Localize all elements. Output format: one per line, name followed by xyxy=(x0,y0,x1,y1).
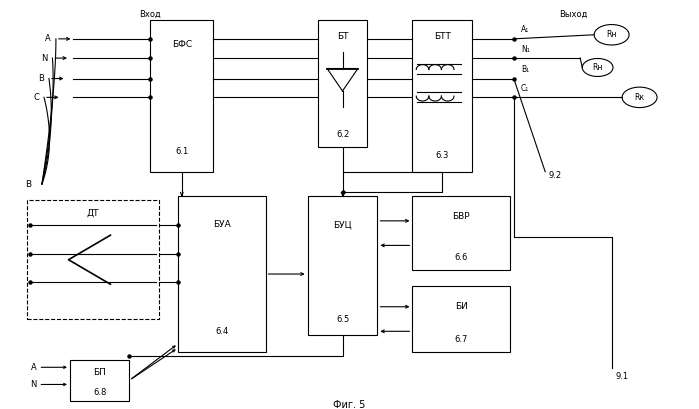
Text: Rк: Rк xyxy=(635,93,644,102)
Text: C: C xyxy=(34,93,39,102)
Text: N₁: N₁ xyxy=(521,45,530,54)
Text: N: N xyxy=(41,54,48,63)
Text: B₁: B₁ xyxy=(521,65,529,74)
Text: 6.5: 6.5 xyxy=(336,315,349,324)
Bar xyxy=(412,286,510,352)
Text: 6.6: 6.6 xyxy=(454,253,468,262)
Text: Вход: Вход xyxy=(139,10,161,19)
Text: БУА: БУА xyxy=(213,220,231,229)
Bar xyxy=(150,20,213,172)
Text: Выход: Выход xyxy=(559,10,587,19)
Text: В: В xyxy=(25,180,31,189)
Text: A₁: A₁ xyxy=(521,25,529,34)
Text: C₁: C₁ xyxy=(521,84,529,93)
Bar xyxy=(318,20,367,147)
Polygon shape xyxy=(327,69,358,91)
Text: БВР: БВР xyxy=(452,212,470,221)
Text: 6.4: 6.4 xyxy=(215,327,229,336)
Text: 6.3: 6.3 xyxy=(435,151,449,160)
Text: ДТ: ДТ xyxy=(87,208,99,217)
Text: БТТ: БТТ xyxy=(433,32,451,41)
Bar xyxy=(412,20,472,172)
Text: 6.7: 6.7 xyxy=(454,335,468,344)
Bar xyxy=(412,196,510,270)
Text: N: N xyxy=(30,380,36,389)
Text: БП: БП xyxy=(93,368,106,377)
Bar xyxy=(27,200,159,319)
Text: Фиг. 5: Фиг. 5 xyxy=(333,400,366,409)
Text: Rн: Rн xyxy=(606,30,617,39)
Bar xyxy=(308,196,377,335)
Text: 6.8: 6.8 xyxy=(93,388,106,397)
Text: A: A xyxy=(45,34,51,43)
Text: БФС: БФС xyxy=(172,40,192,49)
Text: 9.2: 9.2 xyxy=(549,171,562,180)
Text: БУЦ: БУЦ xyxy=(333,220,352,229)
Text: 6.2: 6.2 xyxy=(336,130,349,139)
Text: 6.1: 6.1 xyxy=(175,147,188,156)
Text: Rн: Rн xyxy=(592,63,603,72)
Text: B: B xyxy=(38,74,44,83)
Text: A: A xyxy=(31,363,36,372)
Text: 9.1: 9.1 xyxy=(615,372,628,381)
Text: БИ: БИ xyxy=(455,302,468,311)
Text: БТ: БТ xyxy=(337,32,348,41)
Bar xyxy=(178,196,266,352)
Bar xyxy=(70,360,129,401)
